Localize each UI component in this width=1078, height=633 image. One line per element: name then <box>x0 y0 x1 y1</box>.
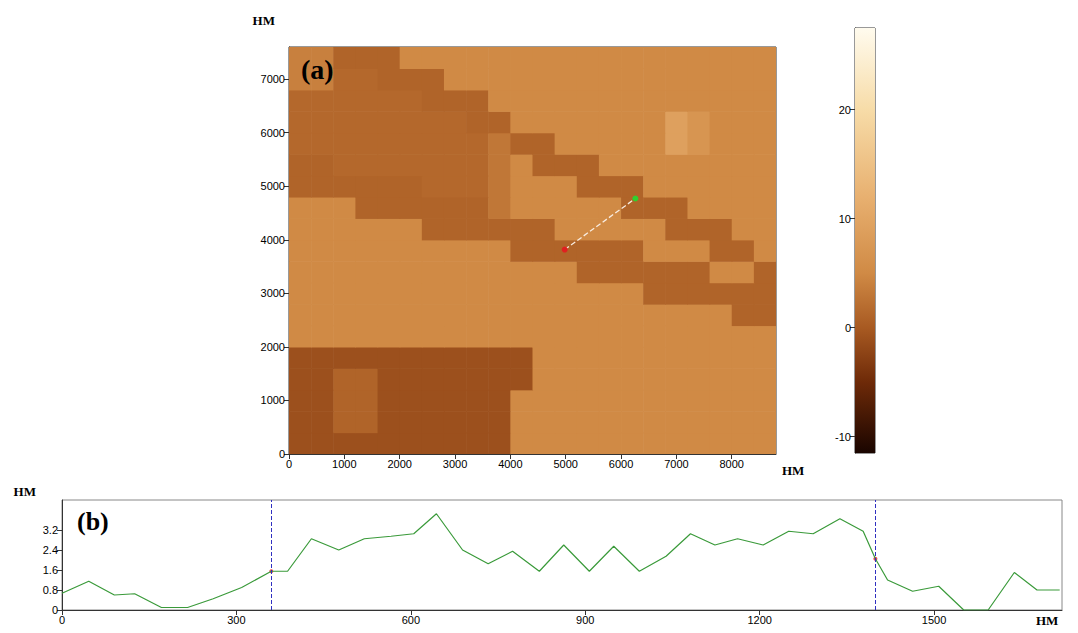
svg-text:HM: HM <box>1036 613 1058 628</box>
svg-text:0: 0 <box>286 458 292 470</box>
svg-text:600: 600 <box>402 614 420 626</box>
svg-text:300: 300 <box>227 614 245 626</box>
svg-text:0: 0 <box>52 604 58 616</box>
svg-text:1000: 1000 <box>261 394 285 406</box>
svg-text:(b): (b) <box>77 507 109 536</box>
svg-text:2000: 2000 <box>387 458 411 470</box>
svg-text:4000: 4000 <box>261 234 285 246</box>
svg-text:0: 0 <box>59 614 65 626</box>
svg-text:-10: -10 <box>835 431 851 443</box>
svg-text:HM: HM <box>782 463 804 478</box>
svg-text:5000: 5000 <box>261 180 285 192</box>
svg-text:8000: 8000 <box>719 458 743 470</box>
svg-text:3.2: 3.2 <box>43 524 58 536</box>
svg-text:6000: 6000 <box>609 458 633 470</box>
svg-text:4000: 4000 <box>498 458 522 470</box>
svg-text:7000: 7000 <box>664 458 688 470</box>
svg-text:2.4: 2.4 <box>43 544 58 556</box>
svg-text:1000: 1000 <box>332 458 356 470</box>
svg-text:HM: HM <box>253 13 275 28</box>
svg-text:7000: 7000 <box>261 73 285 85</box>
svg-text:10: 10 <box>839 213 851 225</box>
svg-text:0.8: 0.8 <box>43 584 58 596</box>
svg-text:20: 20 <box>839 104 851 116</box>
svg-text:(a): (a) <box>301 54 334 85</box>
svg-text:HM: HM <box>14 484 36 499</box>
svg-text:1.6: 1.6 <box>43 564 58 576</box>
svg-text:5000: 5000 <box>553 458 577 470</box>
svg-text:900: 900 <box>576 614 594 626</box>
svg-text:1500: 1500 <box>922 614 946 626</box>
svg-text:0: 0 <box>279 448 285 460</box>
svg-text:2000: 2000 <box>261 341 285 353</box>
svg-text:3000: 3000 <box>261 287 285 299</box>
svg-text:1200: 1200 <box>747 614 771 626</box>
svg-text:0: 0 <box>845 322 851 334</box>
svg-text:6000: 6000 <box>261 127 285 139</box>
svg-text:3000: 3000 <box>443 458 467 470</box>
